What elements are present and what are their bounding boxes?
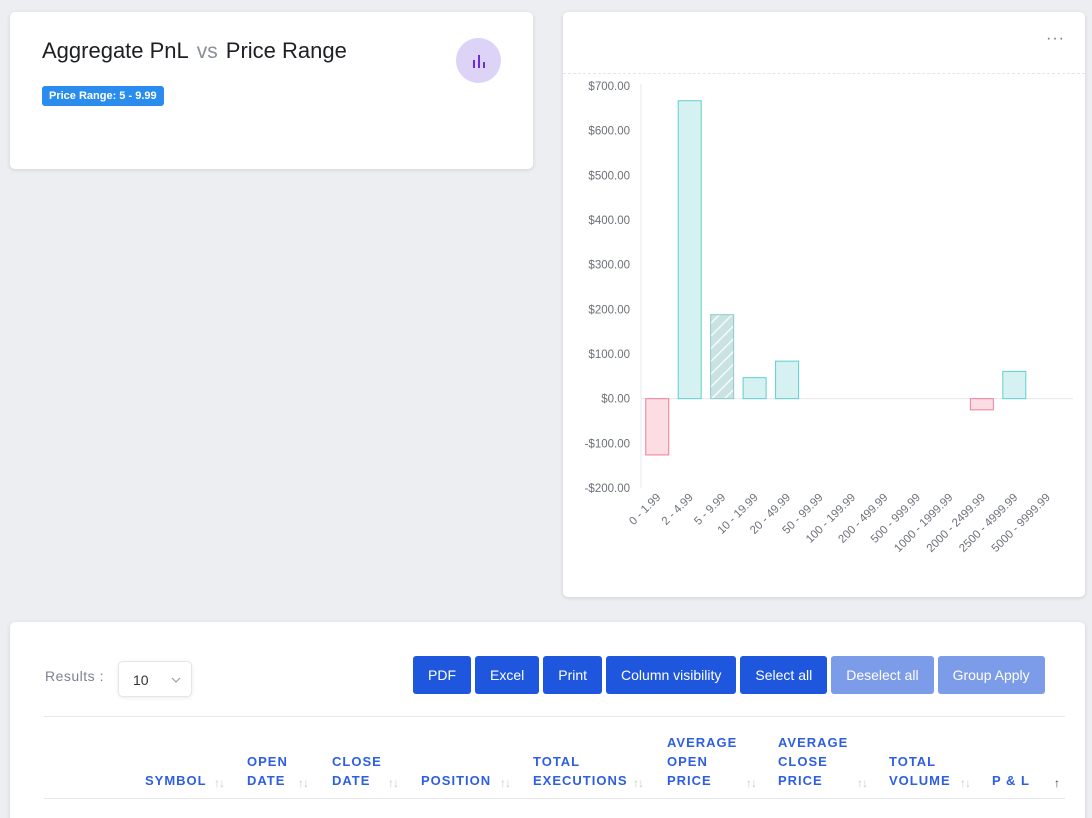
column-header-text: PRICE <box>778 773 823 788</box>
title-dimension: Price Range <box>225 38 347 63</box>
y-tick-label: $700.00 <box>588 81 630 93</box>
print-button[interactable]: Print <box>543 656 603 694</box>
column-visibility-button[interactable]: Column visibility <box>606 656 737 694</box>
column-header-text: OPEN <box>247 754 288 769</box>
y-tick-label: $400.00 <box>588 215 630 227</box>
y-tick-label: $600.00 <box>588 126 630 138</box>
y-tick-label: -$100.00 <box>585 438 630 450</box>
sort-icon[interactable]: ↑↓ <box>214 776 225 790</box>
y-tick-label: $500.00 <box>588 170 630 182</box>
x-tick-label: 1000 - 1999.99 <box>892 492 955 555</box>
page-title: Aggregate PnL vs Price Range <box>42 38 347 64</box>
title-card: Aggregate PnL vs Price Range Price Range: … <box>10 12 533 169</box>
deselect-all-button[interactable]: Deselect all <box>831 656 934 694</box>
sort-icon[interactable]: ↑↓ <box>746 776 757 790</box>
column-header-position[interactable]: POSITION <box>421 771 491 790</box>
column-header-average-close-price[interactable]: AVERAGE CLOSE PRICE <box>778 733 848 790</box>
sort-icon[interactable]: ↑↓ <box>388 776 399 790</box>
x-tick-label: 0 - 1.99 <box>627 492 663 528</box>
column-header-text: CLOSE <box>778 754 828 769</box>
table-header-top-border <box>44 716 1065 717</box>
column-header-p-and-l[interactable]: P & L <box>992 771 1030 790</box>
price-range-badge: Price Range: 5 - 9.99 <box>42 86 164 106</box>
column-header-text: TOTAL <box>533 754 581 769</box>
bar[interactable] <box>677 100 702 400</box>
column-header-symbol[interactable]: SYMBOL <box>145 771 207 790</box>
y-tick-label: $100.00 <box>588 349 630 361</box>
pdf-button[interactable]: PDF <box>413 656 471 694</box>
column-header-text: AVERAGE <box>778 735 849 750</box>
y-tick-label: $0.00 <box>601 394 630 406</box>
column-header-text: POSITION <box>421 773 492 788</box>
column-header-average-open-price[interactable]: AVERAGE OPEN PRICE <box>667 733 737 790</box>
bar[interactable] <box>775 360 800 400</box>
sort-icon[interactable]: ↑↓ <box>960 776 971 790</box>
pnl-bar-chart: $700.00 $600.00 $500.00 $400.00 $300.00 $200.… <box>585 81 1073 555</box>
chart-card: ··· $700.00 $600.00 $500.00 $400.00 $300.00 $… <box>563 12 1085 597</box>
sort-icon[interactable]: ↑ <box>1054 776 1060 790</box>
y-tick-label: -$200.00 <box>585 483 630 495</box>
table-card: Results : 10 PDF Excel Print Column visibil… <box>10 622 1085 818</box>
chevron-down-icon <box>170 673 182 689</box>
column-header-text: VOLUME <box>889 773 951 788</box>
y-tick-label: $200.00 <box>588 304 630 316</box>
select-all-button[interactable]: Select all <box>740 656 828 694</box>
bar-selected[interactable] <box>710 314 735 400</box>
column-header-text: AVERAGE <box>667 735 738 750</box>
group-apply-button[interactable]: Group Apply <box>937 656 1045 694</box>
page-size-value: 10 <box>133 672 149 688</box>
column-header-total-volume[interactable]: TOTAL VOLUME <box>889 752 951 790</box>
column-header-text: SYMBOL <box>145 773 207 788</box>
bar[interactable] <box>969 398 994 411</box>
x-tick-label: 5000 - 9999.99 <box>990 492 1053 555</box>
sort-icon[interactable]: ↑↓ <box>633 776 644 790</box>
more-options-icon[interactable]: ··· <box>1046 30 1065 47</box>
column-header-text: CLOSE <box>332 754 382 769</box>
column-header-text: PRICE <box>667 773 712 788</box>
column-header-text: DATE <box>332 773 371 788</box>
x-tick-label: 2 - 4.99 <box>660 492 696 528</box>
page-size-select[interactable]: 10 <box>118 661 192 697</box>
chart-header-divider <box>563 73 1085 74</box>
sort-icon[interactable]: ↑↓ <box>500 776 511 790</box>
title-metric: Aggregate PnL <box>42 38 189 63</box>
column-header-close-date[interactable]: CLOSE DATE <box>332 752 382 790</box>
bar-chart-icon <box>456 38 501 83</box>
excel-button[interactable]: Excel <box>475 656 540 694</box>
bar[interactable] <box>1002 370 1027 400</box>
x-tick-label: 2000 - 2499.99 <box>925 492 988 555</box>
column-header-total-executions[interactable]: TOTAL EXECUTIONS <box>533 752 628 790</box>
sort-icon[interactable]: ↑↓ <box>857 776 868 790</box>
x-tick-label: 2500 - 4999.99 <box>957 492 1020 555</box>
column-header-text: DATE <box>247 773 286 788</box>
column-header-text: OPEN <box>667 754 708 769</box>
column-header-text: TOTAL <box>889 754 937 769</box>
table-header-bottom-border <box>44 798 1065 799</box>
title-vs: vs <box>196 40 218 63</box>
column-header-text: EXECUTIONS <box>533 773 628 788</box>
column-header-text: P & L <box>992 773 1030 788</box>
column-header-open-date[interactable]: OPEN DATE <box>247 752 288 790</box>
bar[interactable] <box>742 377 767 400</box>
sort-icon[interactable]: ↑↓ <box>298 776 309 790</box>
y-tick-label: $300.00 <box>588 260 630 272</box>
bar[interactable] <box>645 398 670 456</box>
export-toolbar: PDF Excel Print Column visibility Select all… <box>413 656 1045 694</box>
results-label: Results : <box>45 668 104 684</box>
